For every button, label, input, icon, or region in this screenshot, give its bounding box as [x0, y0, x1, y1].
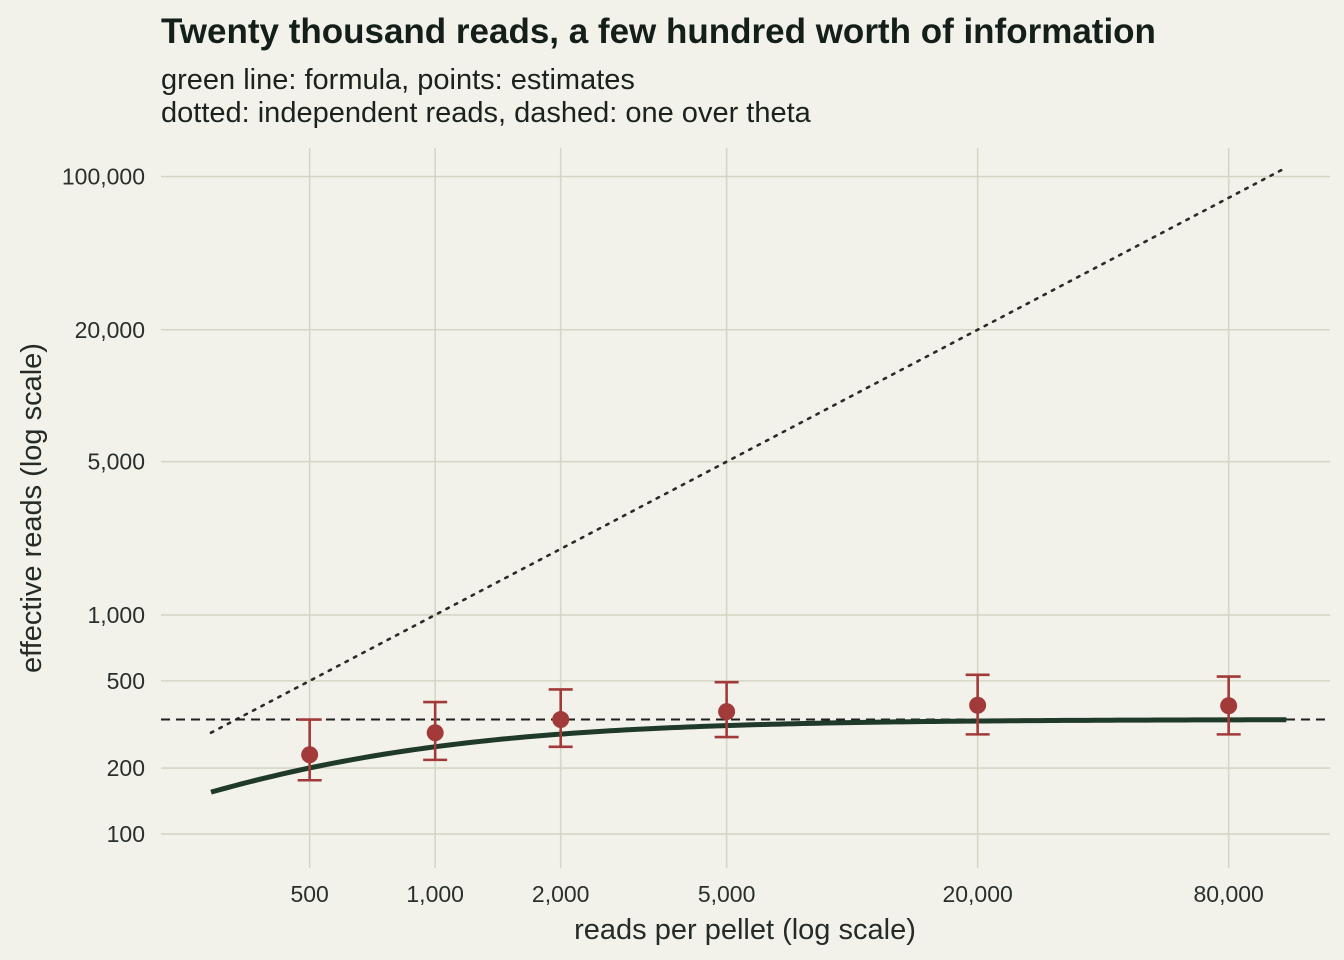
chart-title: Twenty thousand reads, a few hundred wor…: [161, 12, 1156, 51]
x-tick-label: 2,000: [532, 881, 590, 907]
y-tick-label: 1,000: [87, 602, 145, 628]
estimate-point-group: [297, 718, 322, 782]
estimate-points: [297, 673, 1241, 782]
chart-subtitle-line-2: dotted: independent reads, dashed: one o…: [161, 97, 811, 129]
x-tick-label: 80,000: [1193, 881, 1263, 907]
estimate-point: [426, 724, 444, 742]
y-tick-label: 500: [107, 668, 145, 694]
y-tick-label: 100: [107, 821, 145, 847]
x-axis-label: reads per pellet (log scale): [574, 914, 916, 946]
x-tick-label: 20,000: [942, 881, 1012, 907]
formula-curve-line: [210, 717, 1287, 795]
y-axis-ticks: 100 200 500 1,000 5,000 20,000 100,000: [62, 164, 145, 847]
estimate-point-group: [714, 680, 739, 739]
estimate-point: [969, 696, 987, 714]
estimate-point: [718, 703, 736, 721]
formula-curve: [210, 717, 1287, 795]
estimate-point-group: [965, 673, 990, 736]
estimate-point-group: [548, 688, 573, 749]
reference-lines: [161, 166, 1330, 735]
estimate-point: [301, 746, 319, 764]
y-tick-label: 100,000: [62, 164, 145, 190]
estimate-point: [552, 711, 570, 729]
chart-subtitle-line-1: green line: formula, points: estimates: [161, 64, 635, 96]
y-tick-label: 20,000: [75, 317, 145, 343]
x-tick-label: 1,000: [406, 881, 464, 907]
estimate-point-group: [1216, 675, 1241, 736]
y-tick-label: 200: [107, 755, 145, 781]
y-axis-label: effective reads (log scale): [16, 343, 48, 673]
estimate-point: [1220, 697, 1238, 715]
independent-reads-line: [209, 166, 1288, 735]
estimate-point-group: [423, 700, 448, 762]
x-tick-label: 5,000: [698, 881, 756, 907]
x-axis-ticks: 500 1,000 2,000 5,000 20,000 80,000: [290, 881, 1263, 907]
y-tick-label: 5,000: [87, 449, 145, 475]
grid: [161, 148, 1330, 868]
x-tick-label: 500: [290, 881, 328, 907]
